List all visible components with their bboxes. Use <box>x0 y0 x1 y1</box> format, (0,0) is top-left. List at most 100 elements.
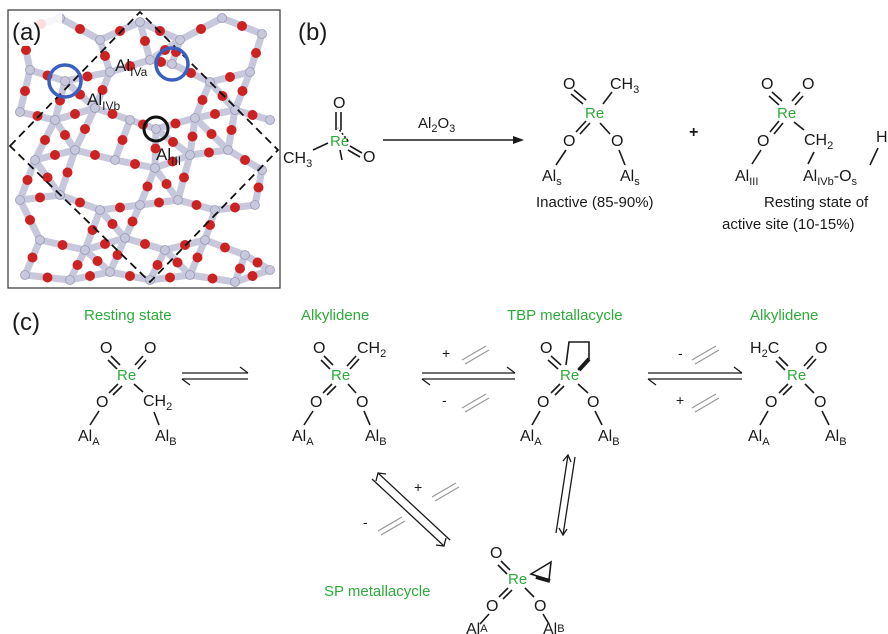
aluminum-atom <box>185 150 195 160</box>
oxygen-atom <box>247 271 258 281</box>
atom-o: O <box>814 394 826 411</box>
minus-sign: - <box>363 514 368 530</box>
atom-o: O <box>486 598 498 615</box>
alumina-surface-lattice <box>15 13 275 287</box>
aluminum-atom <box>65 275 75 285</box>
oxygen-atom <box>247 110 258 120</box>
aluminum-atom <box>145 55 155 65</box>
oxygen-atom <box>206 129 217 139</box>
site-ivb-label: AlIVb <box>87 90 120 113</box>
ethylene-icon <box>691 345 720 365</box>
site-iva-highlight-circle <box>154 46 190 82</box>
unit-cell-dashed-box <box>8 10 280 284</box>
aluminum-atom <box>95 35 105 45</box>
atom-o: O <box>765 394 777 411</box>
atom-o: O <box>563 133 575 150</box>
atom-re: Re <box>331 367 350 384</box>
oxygen-atom <box>187 131 198 142</box>
oxygen-atom <box>197 95 208 105</box>
atom-o: O <box>363 149 375 166</box>
methylidene-group: CH2 <box>357 340 386 360</box>
oxygen-atom <box>115 26 125 36</box>
atom-o: O <box>802 76 814 93</box>
oxygen-atom <box>125 61 135 71</box>
atom-re: Re <box>585 105 604 122</box>
atom-re: Re <box>777 105 796 122</box>
atom-o: O <box>490 545 502 562</box>
al-b: AlB <box>365 428 387 448</box>
label-sp-metallacycle: SP metallacycle <box>324 583 430 600</box>
oxygen-atom <box>165 272 175 283</box>
oxygen-atom <box>90 150 100 160</box>
oxygen-atom <box>253 182 264 193</box>
oxygen-atom <box>25 215 35 225</box>
atom-o: O <box>534 598 546 615</box>
aluminum-atom <box>15 195 25 205</box>
oxygen-atom <box>85 271 95 281</box>
oxygen-atom <box>251 48 261 58</box>
oxygen-atom <box>237 86 248 96</box>
structure-alkylidene-2: H2C O Re O O AlA AlB <box>748 340 847 448</box>
oxygen-atom <box>226 125 237 135</box>
plus-sign: + <box>442 345 450 361</box>
oxygen-atom <box>50 150 60 160</box>
oxygen-atom <box>161 179 172 189</box>
panel-a-label: (a) <box>12 19 41 46</box>
oxygen-atom <box>35 192 45 203</box>
oxygen-atom <box>170 118 181 129</box>
ethylene-icon <box>377 516 406 536</box>
atom-o: O <box>96 394 108 411</box>
atom-o: O <box>333 95 345 112</box>
al-a: AlA <box>466 621 488 634</box>
atom-o: O <box>757 133 769 150</box>
oxygen-atom <box>107 109 118 119</box>
oxygen-atom <box>40 135 50 145</box>
site-ivb-highlight-circle <box>47 63 83 99</box>
resting-label-line1: Resting state of <box>764 194 869 211</box>
atom-o: O <box>587 394 599 411</box>
oxygen-atom <box>167 156 178 167</box>
aluminum-atom <box>230 105 240 115</box>
ethylene-icon <box>461 393 490 413</box>
al-a: AlA <box>78 428 100 448</box>
label-tbp-metallacycle: TBP metallacycle <box>507 307 623 324</box>
oxygen-atom <box>154 197 164 208</box>
atom-o: O <box>815 340 827 357</box>
atom-o: O <box>313 340 325 357</box>
aluminum-atom <box>150 163 160 173</box>
structure-tbp-metallacycle: O Re O O AlA AlB <box>520 340 620 448</box>
atom-o: O <box>310 394 322 411</box>
oxygen-atom <box>140 36 150 46</box>
aluminum-atom <box>230 277 240 287</box>
inactive-label: Inactive (85-90%) <box>536 194 654 211</box>
oxygen-atom <box>207 273 218 284</box>
oxygen-atom <box>168 137 178 147</box>
aluminum-atom <box>250 200 260 210</box>
aluminum-atom <box>240 250 250 260</box>
oxygen-atom <box>140 239 150 249</box>
aluminum-atom <box>167 59 177 69</box>
aluminum-atom <box>175 35 185 45</box>
atom-o: O <box>761 76 773 93</box>
oxygen-atom <box>152 260 163 270</box>
oxygen-atom <box>252 257 263 268</box>
oxygen-atom <box>80 124 90 134</box>
oxygen-atom <box>130 159 140 169</box>
oxygen-atom <box>191 200 202 210</box>
aluminum-atom <box>120 233 130 243</box>
aluminum-atom <box>151 124 161 134</box>
atom-h: H <box>876 129 888 146</box>
oxygen-atom <box>237 21 247 31</box>
aluminum-atom <box>145 275 155 285</box>
oxygen-atom <box>112 250 123 260</box>
oxygen-atom <box>75 24 85 34</box>
aluminum-atom <box>160 245 170 255</box>
aluminum-atom <box>185 270 195 280</box>
aluminum-atom <box>190 113 200 123</box>
inactive-species: O CH3 Re O O Als Als Inactive (85-90%) <box>536 76 654 211</box>
minus-sign: - <box>442 392 447 408</box>
oxygen-atom <box>75 197 85 208</box>
al-ivb: AlIVb-Os <box>803 168 858 188</box>
oxygen-atom <box>240 155 250 165</box>
